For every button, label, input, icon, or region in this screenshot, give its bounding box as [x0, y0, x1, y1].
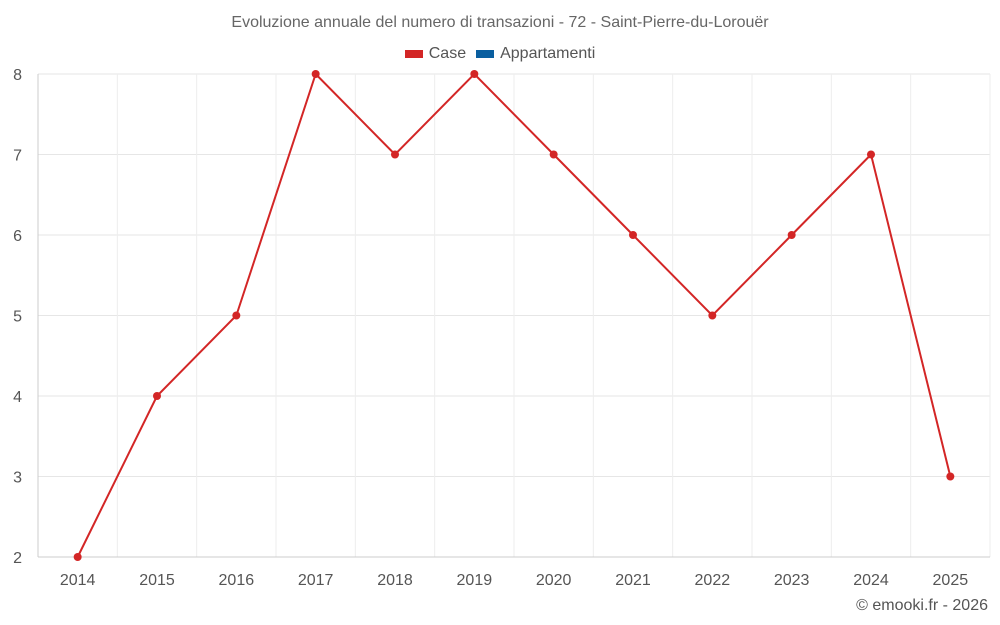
- data-point: [232, 311, 241, 320]
- data-point: [311, 70, 320, 78]
- x-tick-label: 2016: [219, 572, 255, 589]
- y-tick-label: 3: [13, 470, 22, 487]
- data-point: [470, 70, 479, 78]
- legend-label-appartamenti: Appartamenti: [500, 45, 596, 62]
- x-tick-label: 2014: [60, 572, 96, 589]
- x-tick-label: 2020: [536, 572, 572, 589]
- x-tick-label: 2017: [298, 572, 334, 589]
- data-point: [867, 150, 875, 159]
- data-point: [153, 392, 161, 400]
- credit-text: © emooki.fr - 2026: [856, 597, 988, 614]
- legend: Case Appartamenti: [0, 45, 1000, 63]
- y-tick-label: 8: [13, 67, 22, 84]
- y-tick-label: 4: [13, 389, 22, 406]
- data-point: [391, 150, 399, 159]
- series-line-case: [76, 72, 952, 558]
- x-tick-label: 2023: [774, 572, 810, 589]
- data-point: [708, 311, 717, 320]
- data-point: [549, 150, 558, 159]
- legend-swatch-appartamenti: [476, 50, 495, 58]
- x-tick-label: 2018: [377, 572, 413, 589]
- y-tick-label: 5: [13, 309, 22, 326]
- legend-swatch-case: [404, 50, 423, 58]
- x-tick-label: 2024: [853, 572, 889, 589]
- legend-label-case: Case: [428, 45, 467, 62]
- data-point: [787, 231, 796, 239]
- x-tick-label: 2021: [615, 572, 651, 589]
- data-point: [73, 553, 82, 561]
- x-tick-label: 2019: [457, 572, 493, 589]
- x-tick-label: 2025: [933, 572, 969, 589]
- legend-item-case[interactable]: Case: [404, 45, 467, 63]
- y-tick-label: 6: [13, 228, 22, 245]
- chart-title: Evoluzione annuale del numero di transaz…: [231, 14, 769, 31]
- data-point: [946, 472, 955, 481]
- x-tick-label: 2022: [695, 572, 731, 589]
- legend-item-appartamenti[interactable]: Appartamenti: [476, 45, 595, 63]
- data-point: [629, 231, 637, 239]
- y-tick-label: 2: [13, 550, 22, 567]
- y-tick-label: 7: [13, 148, 22, 165]
- x-tick-label: 2015: [139, 572, 175, 589]
